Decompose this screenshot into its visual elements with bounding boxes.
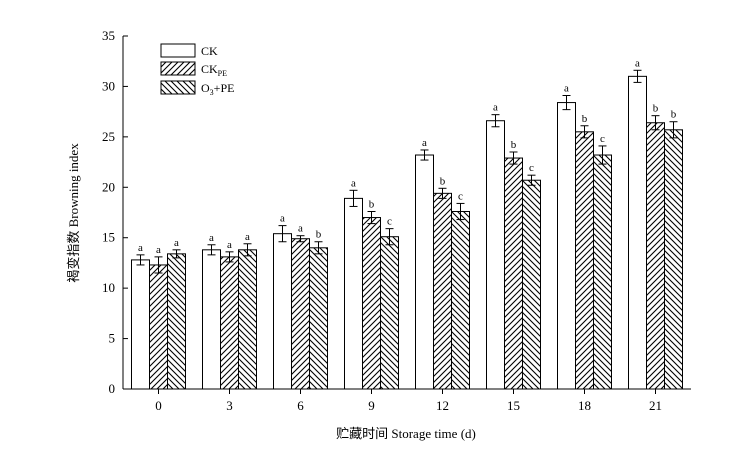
significance-label: a	[635, 57, 640, 69]
significance-label: a	[209, 232, 214, 244]
bar-o3-pe	[238, 249, 257, 390]
bar-o3-pe	[593, 154, 612, 390]
bar-ck-pe	[646, 122, 665, 390]
significance-label: c	[458, 190, 463, 202]
error-bars	[136, 69, 678, 274]
bars	[131, 75, 683, 390]
y-tick-label: 10	[102, 280, 115, 295]
x-tick-label: 21	[649, 398, 662, 413]
legend-item-ck-pe: CKPE	[160, 61, 227, 78]
significance-label: b	[582, 113, 588, 125]
bar-ck	[131, 259, 150, 390]
bar-o3-pe	[522, 179, 541, 390]
y-tick-label: 35	[102, 28, 115, 43]
significance-label: a	[138, 242, 143, 254]
legend-label-ck: CK	[201, 44, 218, 58]
bar-ck	[202, 249, 221, 390]
bar-ck-pe	[504, 157, 523, 390]
significance-label: c	[600, 133, 605, 145]
bar-o3-pe	[380, 236, 399, 390]
legend-item-ck: CK	[160, 43, 218, 58]
axes: 0 5 10 15 20 25 30 35 0 3 6 9 12 15 18 21	[102, 28, 691, 413]
x-tick-label: 9	[368, 398, 375, 413]
significance-label: a	[422, 137, 427, 149]
significance-label: a	[351, 177, 356, 189]
significance-label: a	[493, 102, 498, 114]
bar-ck-pe	[220, 256, 239, 390]
bar-o3-pe	[451, 210, 470, 390]
bar-ck	[415, 154, 434, 390]
significance-label: a	[245, 231, 250, 243]
bar-ck	[557, 102, 576, 390]
y-tick-label: 5	[109, 331, 116, 346]
legend-item-o3-pe: O3+PE	[160, 80, 234, 97]
x-tick-label: 12	[436, 398, 449, 413]
legend: CK CKPE O3+PE	[160, 43, 234, 97]
significance-label: a	[564, 83, 569, 95]
legend-subscript: PE	[218, 69, 227, 78]
x-tick-label: 6	[297, 398, 304, 413]
bar-ck-pe	[149, 264, 168, 390]
significance-label: a	[280, 213, 285, 225]
significance-label: a	[227, 239, 232, 251]
significance-label: c	[387, 216, 392, 228]
bar-ck	[628, 75, 647, 390]
bar-o3-pe	[309, 247, 328, 390]
significance-label: b	[369, 198, 375, 210]
y-tick-label: 0	[109, 381, 116, 396]
y-tick-label: 15	[102, 230, 115, 245]
legend-subscript: 3	[210, 88, 214, 97]
x-tick-label: 0	[155, 398, 162, 413]
bar-ck	[344, 197, 363, 390]
x-axis-title: 贮藏时间 Storage time (d)	[336, 426, 476, 441]
legend-label-ck-pe: CKPE	[201, 62, 227, 78]
significance-label: b	[511, 139, 517, 151]
legend-swatch-ck	[160, 43, 196, 58]
x-tick-label: 18	[578, 398, 591, 413]
significance-label: b	[316, 229, 322, 241]
significance-label: c	[529, 162, 534, 174]
significance-label: b	[653, 103, 659, 115]
bar-o3-pe	[167, 253, 186, 390]
y-tick-label: 25	[102, 129, 115, 144]
y-tick-label: 30	[102, 78, 115, 93]
bar-ck	[486, 120, 505, 390]
bar-ck-pe	[433, 192, 452, 390]
legend-label-o3-pe: O3+PE	[201, 81, 234, 97]
y-tick-label: 20	[102, 179, 115, 194]
significance-label: b	[440, 175, 446, 187]
x-tick-label: 15	[507, 398, 520, 413]
significance-label: a	[174, 237, 179, 249]
legend-swatch-ck-pe	[160, 61, 196, 76]
significance-label: a	[156, 244, 161, 256]
significance-label: b	[671, 109, 677, 121]
bar-ck-pe	[575, 131, 594, 390]
bar-ck-pe	[362, 217, 381, 390]
bar-o3-pe	[664, 129, 683, 390]
legend-swatch-o3-pe	[160, 80, 196, 95]
significance-label: a	[298, 223, 303, 235]
x-tick-label: 3	[226, 398, 233, 413]
bar-ck-pe	[291, 238, 310, 390]
y-axis-title: 褐变指数 Browning index	[66, 143, 81, 283]
bar-ck	[273, 233, 292, 390]
